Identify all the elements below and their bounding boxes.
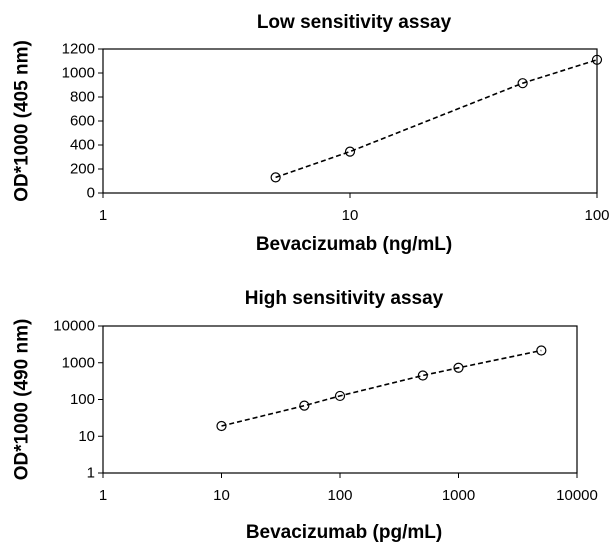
plot-area [102, 48, 598, 194]
x-axis-label: Bevacizumab (pg/mL) [246, 522, 442, 543]
x-tick-label: 10000 [556, 487, 598, 504]
x-axis-label: Bevacizumab (ng/mL) [256, 234, 452, 255]
data-point [299, 400, 310, 411]
low-sensitivity-chart: Low sensitivity assay Bevacizumab (ng/mL)… [12, 12, 610, 255]
x-tick-label: 100 [327, 487, 352, 504]
y-tick-label: 0 [87, 185, 95, 202]
data-point [453, 362, 464, 373]
y-tick-label: 800 [70, 89, 95, 106]
y-tick-label: 10000 [53, 318, 95, 335]
data-point [591, 54, 603, 65]
trendline [221, 349, 542, 427]
y-axis-label: OD*1000 (405 nm) [12, 40, 33, 202]
chart-title: Low sensitivity assay [257, 12, 452, 33]
data-point [216, 420, 227, 432]
y-tick-label: 1000 [62, 354, 95, 371]
high-sensitivity-chart: High sensitivity assay Bevacizumab (pg/mL… [12, 288, 598, 543]
data-point [517, 78, 528, 89]
x-tick-label: 10 [342, 207, 359, 224]
y-tick-label: 1200 [62, 41, 95, 58]
x-tick-label: 1 [99, 487, 107, 504]
x-tick-label: 100 [584, 207, 609, 224]
y-tick-label: 200 [70, 161, 95, 178]
trendline [275, 59, 598, 179]
y-tick-label: 1000 [62, 65, 95, 82]
y-tick-label: 1 [87, 465, 95, 482]
x-tick-label: 10 [213, 487, 230, 504]
plot-area [102, 325, 578, 474]
data-point [334, 390, 346, 402]
y-tick-label: 100 [70, 391, 95, 408]
y-tick-label: 10 [78, 428, 95, 445]
y-tick-label: 400 [70, 137, 95, 154]
data-point [270, 172, 281, 183]
y-tick-label: 600 [70, 113, 95, 130]
data-point [417, 370, 428, 381]
data-point [536, 345, 547, 356]
data-point [344, 146, 356, 157]
x-tick-label: 1000 [442, 487, 475, 504]
y-axis-label: OD*1000 (490 nm) [12, 319, 33, 481]
x-tick-label: 1 [99, 207, 107, 224]
chart-title: High sensitivity assay [245, 288, 444, 309]
